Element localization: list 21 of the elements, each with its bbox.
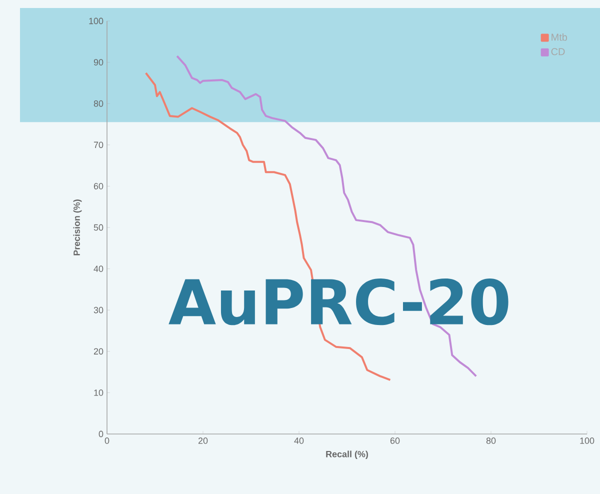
y-tick-label: 40	[94, 266, 104, 272]
x-axis-title: Recall (%)	[326, 450, 368, 460]
y-axis-title: Precision (%)	[73, 200, 82, 256]
legend-label: Mtb	[552, 33, 568, 41]
y-tick-label: 100	[89, 18, 104, 24]
x-tick-label: 80	[486, 438, 496, 444]
y-tick-label: 10	[94, 390, 104, 396]
y-tick-label: 70	[94, 142, 104, 148]
x-tick-label: 100	[580, 438, 594, 444]
x-tick-label: 20	[198, 438, 208, 444]
y-tick-label: 90	[94, 59, 104, 66]
y-tick-label: 0	[98, 430, 104, 438]
y-tick-label: 20	[94, 348, 104, 355]
legend-label: CD	[551, 48, 565, 56]
y-tick-label: 80	[94, 100, 104, 107]
x-tick-label: 60	[390, 438, 400, 444]
y-tick-label: 50	[94, 224, 104, 231]
x-tick-label: 0	[104, 438, 110, 444]
x-tick-label: 40	[294, 438, 304, 444]
y-tick-label: 30	[94, 306, 104, 314]
y-tick-label: 60	[94, 183, 104, 190]
